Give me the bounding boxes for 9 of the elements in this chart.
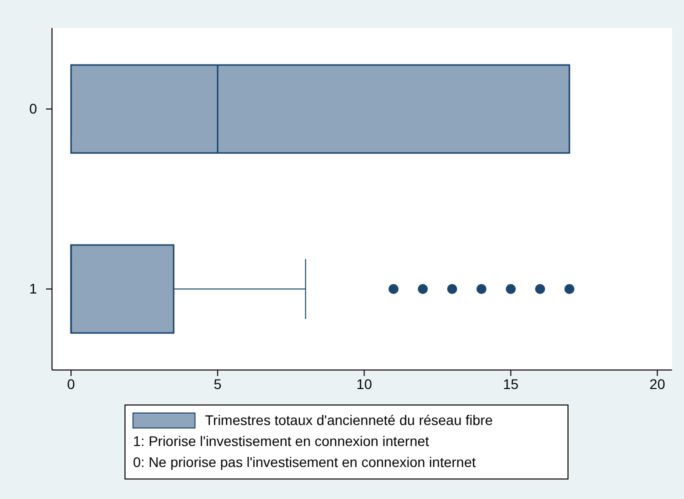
x-tick-label: 15 (502, 376, 519, 392)
y-tick-label: 1 (29, 280, 38, 296)
x-tick-label: 20 (650, 376, 666, 392)
text: 1: Priorise l'investisement en connexion internet (133, 433, 430, 449)
legend-label: Trimestres totaux d'ancienneté du réseau fibre (205, 412, 493, 428)
x-tick-label: 5 (214, 376, 222, 392)
x-tick-label: 0 (67, 376, 76, 392)
x-tick-label: 10 (356, 376, 372, 392)
text: 0: Ne priorise pas l'investisement en connexion internet (133, 454, 476, 470)
